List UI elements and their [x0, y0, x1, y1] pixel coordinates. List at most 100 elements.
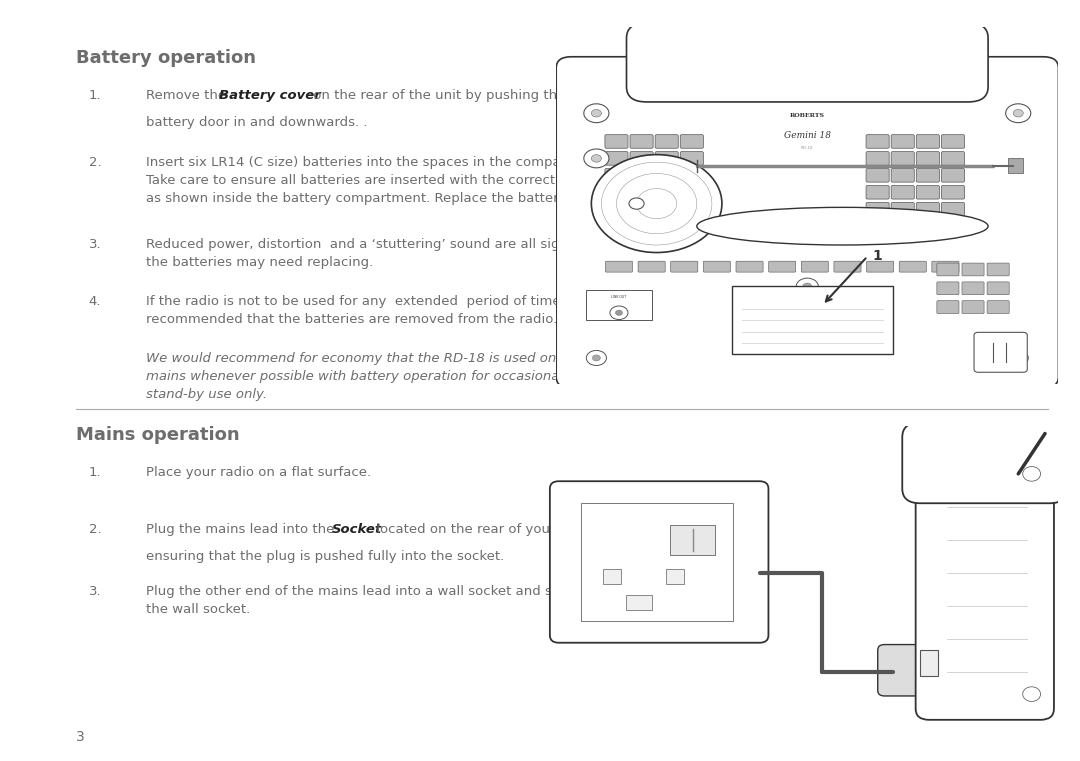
Text: battery door in and downwards. .: battery door in and downwards. .: [146, 116, 367, 129]
Bar: [581, 503, 732, 621]
Text: Reduced power, distortion  and a ‘stuttering’ sound are all signs that
the batte: Reduced power, distortion and a ‘stutter…: [146, 238, 606, 269]
FancyBboxPatch shape: [605, 135, 627, 148]
FancyBboxPatch shape: [902, 422, 1067, 503]
Circle shape: [1014, 355, 1023, 361]
FancyBboxPatch shape: [866, 186, 889, 199]
FancyBboxPatch shape: [605, 186, 627, 199]
Text: 3.: 3.: [89, 238, 102, 251]
Text: 2.: 2.: [89, 156, 102, 169]
FancyBboxPatch shape: [630, 135, 653, 148]
Text: 1: 1: [873, 250, 882, 263]
FancyBboxPatch shape: [916, 441, 1054, 720]
FancyBboxPatch shape: [866, 202, 889, 216]
Text: Gemini 18: Gemini 18: [784, 131, 831, 140]
Circle shape: [796, 278, 819, 295]
Circle shape: [610, 306, 627, 320]
Text: located on the rear of your radio: located on the rear of your radio: [372, 523, 593, 536]
Text: Plug the mains lead into the: Plug the mains lead into the: [146, 523, 338, 536]
FancyBboxPatch shape: [866, 169, 889, 182]
FancyBboxPatch shape: [680, 135, 703, 148]
FancyBboxPatch shape: [942, 135, 964, 148]
Bar: [732, 286, 893, 354]
FancyBboxPatch shape: [638, 261, 665, 272]
Bar: [920, 470, 1050, 489]
FancyBboxPatch shape: [891, 202, 915, 216]
FancyBboxPatch shape: [605, 151, 627, 165]
FancyBboxPatch shape: [974, 333, 1027, 372]
Bar: [625, 595, 652, 610]
FancyBboxPatch shape: [916, 202, 940, 216]
Bar: [1009, 158, 1023, 174]
FancyBboxPatch shape: [656, 202, 678, 216]
FancyBboxPatch shape: [605, 169, 627, 182]
Text: Place your radio on a flat surface.: Place your radio on a flat surface.: [146, 466, 370, 479]
FancyBboxPatch shape: [630, 202, 653, 216]
FancyBboxPatch shape: [987, 301, 1009, 314]
Ellipse shape: [697, 207, 988, 245]
FancyBboxPatch shape: [942, 169, 964, 182]
FancyBboxPatch shape: [987, 282, 1009, 295]
FancyBboxPatch shape: [916, 169, 940, 182]
FancyBboxPatch shape: [735, 261, 764, 272]
FancyBboxPatch shape: [942, 202, 964, 216]
FancyBboxPatch shape: [680, 186, 703, 199]
Bar: [604, 569, 621, 584]
Text: LINE OUT: LINE OUT: [611, 295, 626, 299]
Text: Plug the other end of the mains lead into a wall socket and switch on
the wall s: Plug the other end of the mains lead int…: [146, 585, 608, 616]
Text: We would recommend for economy that the RD-18 is used on the
mains whenever poss: We would recommend for economy that the …: [146, 352, 582, 401]
Text: 2.: 2.: [89, 523, 102, 536]
Text: Mains operation: Mains operation: [76, 426, 240, 444]
FancyBboxPatch shape: [656, 186, 678, 199]
FancyBboxPatch shape: [866, 151, 889, 165]
Bar: [920, 650, 937, 676]
FancyBboxPatch shape: [932, 261, 959, 272]
Circle shape: [592, 154, 721, 253]
FancyBboxPatch shape: [916, 186, 940, 199]
FancyBboxPatch shape: [878, 645, 935, 696]
FancyBboxPatch shape: [550, 481, 769, 643]
FancyBboxPatch shape: [866, 261, 893, 272]
Text: Insert six LR14 (C size) batteries into the spaces in the compartment.
Take care: Insert six LR14 (C size) batteries into …: [146, 156, 610, 205]
Bar: [671, 525, 715, 555]
FancyBboxPatch shape: [962, 263, 984, 276]
Circle shape: [592, 355, 600, 361]
Circle shape: [584, 103, 609, 123]
FancyBboxPatch shape: [656, 169, 678, 182]
Circle shape: [592, 154, 602, 162]
Circle shape: [629, 198, 644, 209]
FancyBboxPatch shape: [769, 261, 796, 272]
FancyBboxPatch shape: [942, 151, 964, 165]
Text: RD-18: RD-18: [801, 146, 813, 150]
Text: ensuring that the plug is pushed fully into the socket.: ensuring that the plug is pushed fully i…: [146, 550, 504, 563]
FancyBboxPatch shape: [987, 263, 1009, 276]
Bar: [586, 290, 651, 320]
Circle shape: [1023, 686, 1040, 702]
Bar: [647, 68, 968, 87]
FancyBboxPatch shape: [866, 135, 889, 148]
Circle shape: [584, 149, 609, 168]
FancyBboxPatch shape: [630, 169, 653, 182]
Text: 3.: 3.: [89, 585, 102, 598]
FancyBboxPatch shape: [962, 301, 984, 314]
Circle shape: [616, 310, 622, 315]
Circle shape: [586, 350, 607, 365]
FancyBboxPatch shape: [605, 202, 627, 216]
FancyBboxPatch shape: [606, 261, 633, 272]
Circle shape: [592, 110, 602, 117]
Circle shape: [1005, 103, 1030, 123]
FancyBboxPatch shape: [680, 202, 703, 216]
FancyBboxPatch shape: [891, 169, 915, 182]
FancyBboxPatch shape: [656, 151, 678, 165]
FancyBboxPatch shape: [680, 169, 703, 182]
Text: ROBERTS: ROBERTS: [789, 113, 825, 118]
FancyBboxPatch shape: [801, 261, 828, 272]
FancyBboxPatch shape: [671, 261, 698, 272]
Text: 3: 3: [76, 731, 84, 744]
FancyBboxPatch shape: [936, 282, 959, 295]
Text: If the radio is not to be used for any  extended  period of time it is
recommend: If the radio is not to be used for any e…: [146, 295, 589, 326]
FancyBboxPatch shape: [916, 135, 940, 148]
Circle shape: [1013, 110, 1023, 117]
Circle shape: [1023, 466, 1040, 481]
Text: on the rear of the unit by pushing the: on the rear of the unit by pushing the: [309, 89, 565, 102]
Text: Battery cover: Battery cover: [219, 89, 321, 102]
